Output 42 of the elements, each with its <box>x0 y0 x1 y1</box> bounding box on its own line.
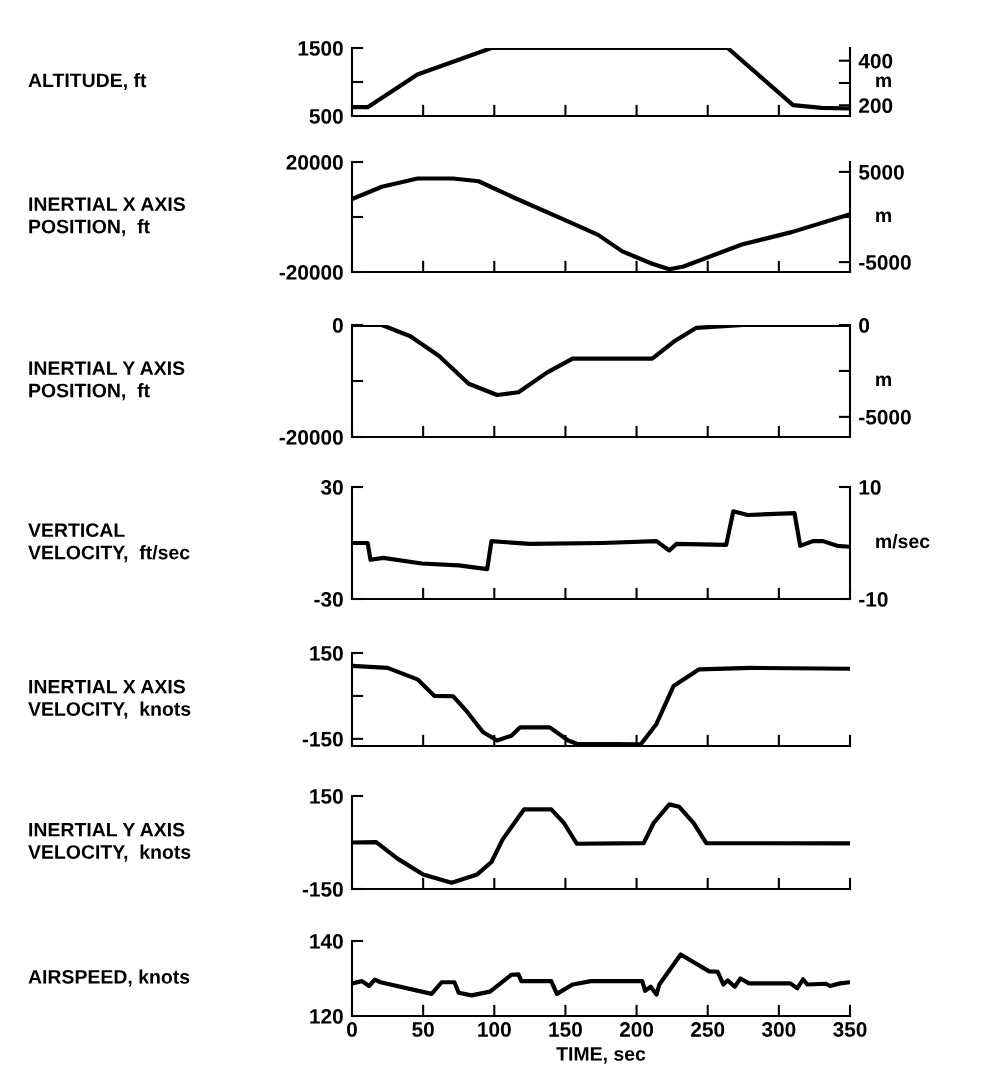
y-tick-label: 150 <box>310 789 343 804</box>
y-axis-title: INERTIAL Y AXIS VELOCITY, knots <box>28 822 191 862</box>
y2-tick-label: 0 <box>859 318 870 333</box>
x-tick-label: 50 <box>412 1022 434 1037</box>
y2-tick-label: -5000 <box>859 409 911 425</box>
y2-axis-title: m/sec <box>876 533 930 549</box>
x-tick-label: 350 <box>833 1022 867 1037</box>
y-tick-label: 30 <box>320 480 343 495</box>
y2-tick-label: -5000 <box>859 255 911 270</box>
y-axis-title: INERTIAL X AXIS VELOCITY, knots <box>28 679 191 719</box>
y-tick-label: -20000 <box>279 430 343 445</box>
y-tick-label: 140 <box>310 934 343 949</box>
y-tick-label: -30 <box>314 592 343 607</box>
y-axis-title: VERTICAL VELOCITY, ft/sec <box>28 523 190 563</box>
x-axis-title: TIME, sec <box>556 1047 646 1064</box>
x-tick-label: 300 <box>761 1022 796 1037</box>
x-tick-label: 0 <box>347 1022 357 1037</box>
y2-axis-title: m <box>876 375 891 387</box>
x-tick-label: 150 <box>549 1022 582 1037</box>
y-axis-title: INERTIAL Y AXIS POSITION, ft <box>29 361 185 401</box>
y2-axis-title: m <box>876 76 891 88</box>
y2-tick-label: 10 <box>859 480 881 495</box>
y2-tick-label: 400 <box>858 53 893 69</box>
y-tick-label: -20000 <box>279 265 343 280</box>
x-tick-label: 200 <box>619 1022 654 1037</box>
y-axis-title: ALTITUDE, ft <box>28 72 147 91</box>
y2-tick-label: 5000 <box>858 164 904 180</box>
y-axis-title: INERTIAL X AXIS POSITION, ft <box>29 197 185 237</box>
y-axis-title: AIRSPEED, knots <box>28 969 190 987</box>
y-tick-label: -150 <box>302 882 343 897</box>
y2-axis-title: m <box>876 211 891 223</box>
y-tick-label: 1500 <box>298 41 343 56</box>
y-tick-label: 500 <box>309 109 343 124</box>
x-tick-label: 250 <box>691 1022 725 1037</box>
x-tick-label: 100 <box>478 1022 511 1037</box>
y-tick-label: 20000 <box>286 155 343 170</box>
y-tick-label: -150 <box>302 731 343 747</box>
y-tick-label: 0 <box>332 318 343 333</box>
y-tick-label: 120 <box>310 1009 343 1024</box>
y-tick-label: 150 <box>310 646 343 661</box>
y2-tick-label: -10 <box>859 592 888 607</box>
y2-tick-label: 200 <box>859 98 893 114</box>
